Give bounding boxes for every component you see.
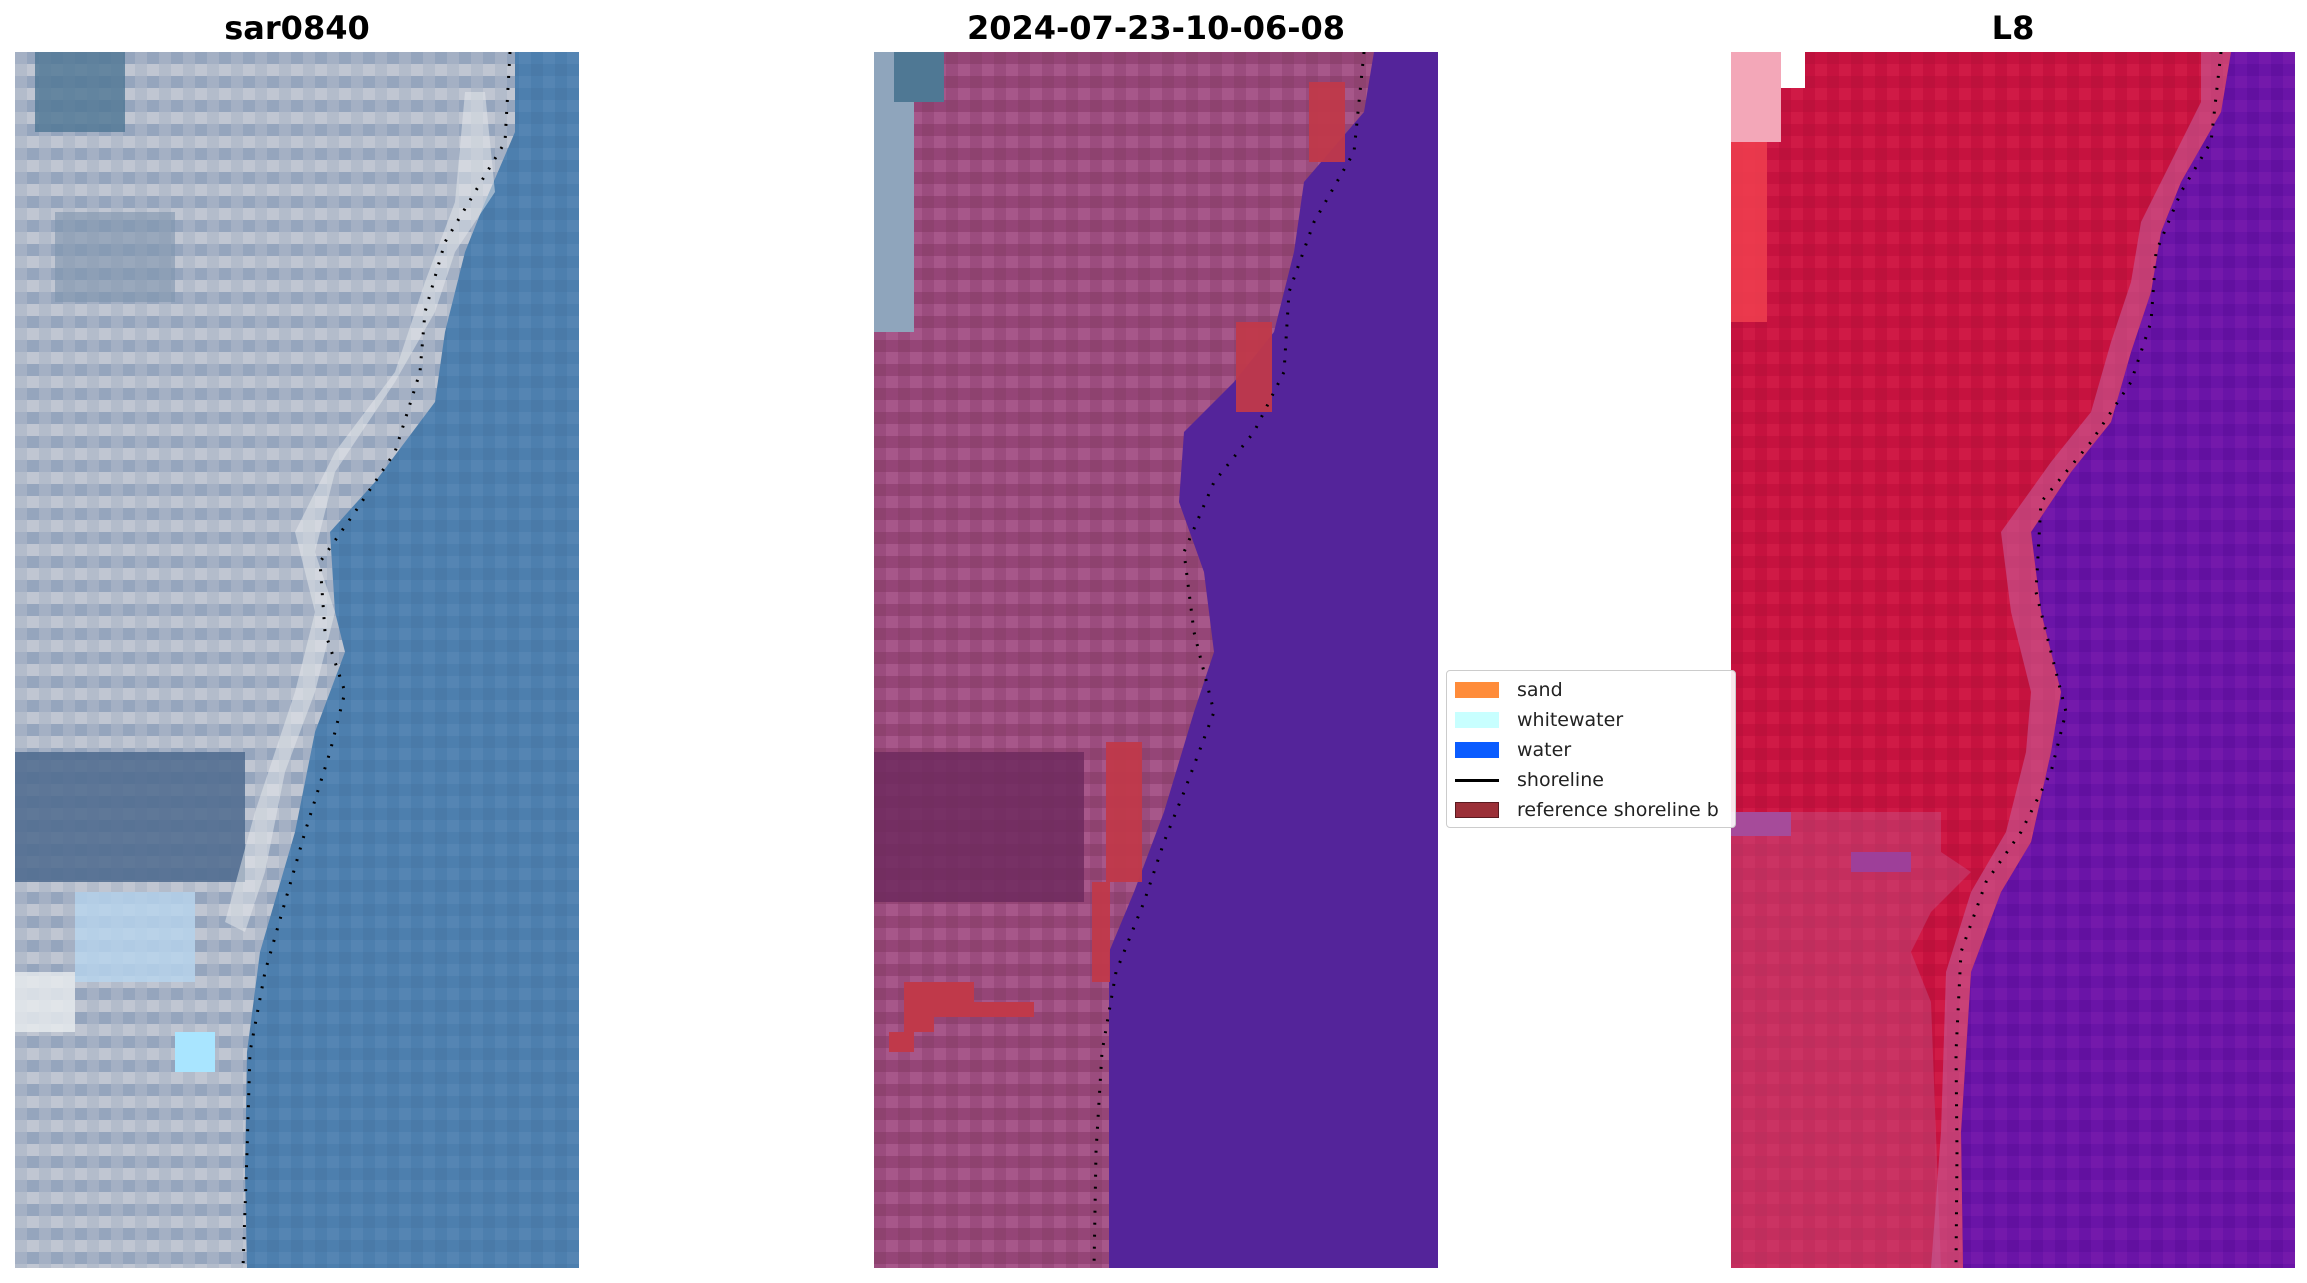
legend: sand whitewater water shoreline referenc… <box>1446 670 1736 828</box>
legend-label: reference shoreline b <box>1517 799 1719 821</box>
legend-label: shoreline <box>1517 769 1604 791</box>
sand-swatch <box>1455 682 1499 698</box>
legend-item-whitewater: whitewater <box>1455 707 1623 733</box>
legend-item-water: water <box>1455 737 1571 763</box>
panel-title-date: 2024-07-23-10-06-08 <box>966 9 1346 47</box>
panel-title-l8: L8 <box>1991 9 2035 47</box>
reference-shoreline-swatch <box>1455 802 1499 818</box>
l8-image-panel <box>1731 52 2295 1268</box>
legend-label: sand <box>1517 679 1563 701</box>
shoreline-line-icon <box>1455 778 1499 782</box>
composite-image-panel <box>874 52 1438 1268</box>
rgb-image-panel <box>15 52 579 1268</box>
legend-item-sand: sand <box>1455 677 1563 703</box>
legend-item-reference-shoreline: reference shoreline b <box>1455 797 1719 823</box>
water-swatch <box>1455 742 1499 758</box>
panel-title-sar0840: sar0840 <box>224 9 370 47</box>
legend-label: whitewater <box>1517 709 1624 731</box>
whitewater-swatch <box>1455 712 1499 728</box>
legend-item-shoreline: shoreline <box>1455 767 1604 793</box>
legend-label: water <box>1517 739 1572 761</box>
